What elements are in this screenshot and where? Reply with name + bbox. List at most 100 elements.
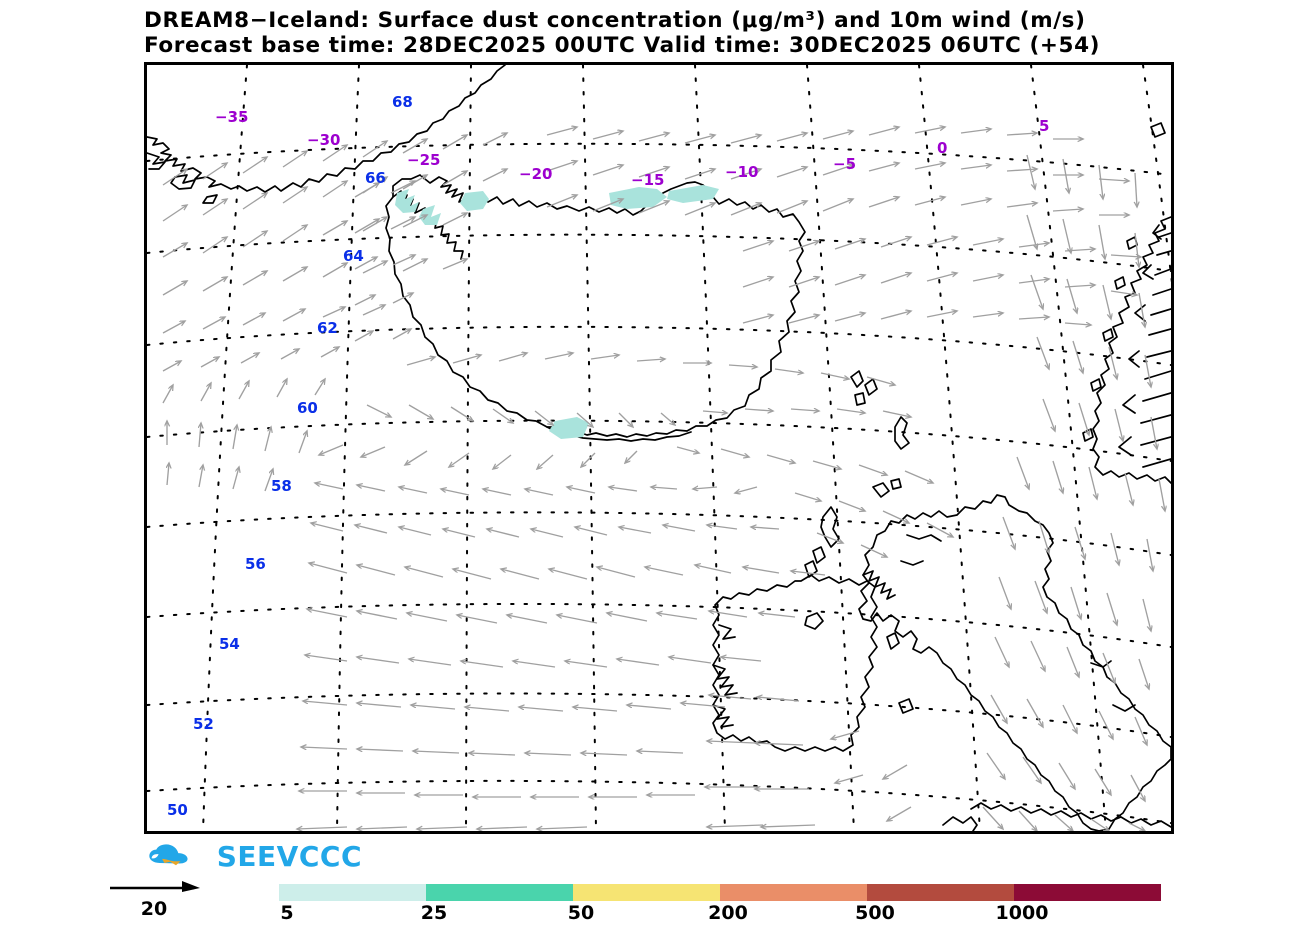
wind-vector-field — [162, 127, 1165, 831]
coastline-isle-of-man — [886, 632, 900, 650]
lon-label-m25: −25 — [407, 151, 440, 169]
wind-northsea-down-6 — [982, 752, 1145, 831]
coastline-france-north — [970, 802, 1171, 828]
wind-northsea-down-3 — [1016, 398, 1165, 511]
wind-row-north-2 — [546, 161, 1129, 181]
seevccc-logo[interactable]: SEEVCCC — [147, 836, 362, 876]
lat-label-66: 66 — [365, 169, 386, 187]
lon-label-m15: −15 — [631, 171, 664, 189]
page-title: DREAM8−Iceland: Surface dust concentrati… — [144, 8, 1284, 58]
colorbar-band-500 — [867, 884, 1014, 901]
colorbar-tick-200: 200 — [708, 902, 748, 924]
lake-lough-neagh — [804, 612, 824, 630]
dust-plume-iceland-n — [460, 191, 489, 211]
colorbar: 5 25 50 200 500 1000 — [279, 884, 1161, 924]
colorbar-band-50 — [573, 884, 720, 901]
cloud-icon — [149, 844, 188, 866]
coastline-norway-fjords — [1118, 224, 1171, 468]
dust-plume-iceland-nw2 — [419, 205, 441, 225]
arrow-icon — [162, 858, 181, 866]
lon-label-m35: −35 — [215, 108, 248, 126]
lon-label-5: 5 — [1039, 117, 1049, 135]
lat-label-52: 52 — [193, 715, 214, 733]
graticule-longitudes — [202, 65, 1171, 831]
coastline-greenland-islet — [202, 194, 218, 204]
longitude-labels: −35 −30 −25 −20 −15 −10 −5 0 5 — [215, 108, 1049, 189]
colorbar-bands — [279, 884, 1161, 901]
wind-scale-reference: 20 — [108, 880, 218, 920]
colorbar-band-5 — [279, 884, 426, 901]
wind-row-nw-7 — [162, 379, 325, 404]
wind-northward-cluster — [167, 421, 307, 492]
wind-row-north-3 — [546, 195, 1129, 215]
wind-row-nw-6 — [162, 347, 339, 372]
lon-label-m10: −10 — [725, 163, 758, 181]
wind-row-nw-4 — [162, 259, 467, 296]
wind-scale-arrow-icon — [110, 881, 200, 892]
dust-plume-iceland-s — [549, 417, 589, 439]
wind-row-south-6 — [299, 791, 695, 797]
wind-row-mid-1 — [406, 353, 895, 385]
graticule-latitudes — [147, 142, 1171, 824]
colorbar-tick-50: 50 — [567, 902, 595, 924]
coastline-english-east — [1090, 660, 1136, 712]
lat-label-62: 62 — [317, 319, 338, 337]
colorbar-band-25 — [426, 884, 573, 901]
wind-row-mid-4 — [315, 483, 953, 537]
wind-approaches — [705, 695, 912, 827]
dust-plume-iceland-nw — [395, 189, 419, 213]
map-canvas[interactable]: 68 66 64 62 60 58 56 54 52 50 −35 −30 −2… — [147, 65, 1171, 831]
title-line-1: DREAM8−Iceland: Surface dust concentrati… — [144, 8, 1086, 33]
lon-label-m30: −30 — [307, 131, 340, 149]
wind-scale-value: 20 — [140, 898, 168, 920]
wind-row-north-1 — [546, 127, 1083, 144]
wind-row-mid-2 — [366, 404, 911, 427]
coastline-islet-ne — [1150, 122, 1166, 138]
coastline-firths — [900, 534, 942, 566]
colorbar-tick-500: 500 — [855, 902, 895, 924]
lat-label-64: 64 — [343, 247, 364, 265]
map-plot-area[interactable]: 68 66 64 62 60 58 56 54 52 50 −35 −30 −2… — [144, 62, 1174, 834]
lat-label-54: 54 — [219, 635, 240, 653]
lon-label-m20: −20 — [519, 165, 552, 183]
wind-denmark-strait — [354, 181, 415, 342]
lat-label-58: 58 — [271, 477, 292, 495]
dust-plume-iceland-ne2 — [667, 185, 719, 203]
coastline-great-britain — [858, 494, 1171, 831]
colorbar-band-1000 — [1014, 884, 1161, 901]
wind-row-north-6 — [742, 311, 1091, 325]
coastline-norway-islands — [1082, 236, 1138, 442]
coastline-norway — [1092, 216, 1171, 484]
coastline-anglesey — [898, 698, 914, 714]
coastline-greenland — [147, 65, 506, 193]
wind-row-south-4 — [303, 701, 726, 712]
logo-wordmark: SEEVCCC — [216, 839, 362, 873]
lon-label-m5: −5 — [833, 155, 856, 173]
coastline-outer-hebrides — [804, 506, 840, 578]
wind-row-south-1 — [309, 563, 826, 580]
coastline-brittany — [942, 816, 978, 831]
colorbar-tick-labels: 5 25 50 200 500 1000 — [279, 901, 1161, 924]
lat-label-56: 56 — [245, 555, 266, 573]
colorbar-tick-1000: 1000 — [995, 902, 1049, 924]
dust-plume-layer — [395, 185, 719, 439]
wind-northsea-down-1 — [1026, 154, 1139, 267]
coastline-greenland-fjord-b — [170, 174, 196, 190]
coastline-scotland-lochs — [862, 570, 896, 600]
wind-row-south-3 — [305, 655, 762, 668]
title-line-2: Forecast base time: 28DEC2025 00UTC Vali… — [144, 33, 1101, 58]
coastline-shetland — [894, 416, 910, 450]
colorbar-band-200 — [720, 884, 867, 901]
lat-label-68: 68 — [392, 93, 413, 111]
wind-row-south-7 — [297, 827, 588, 829]
coastline-ireland-west — [712, 624, 738, 728]
wind-northsea-down-2 — [1030, 274, 1151, 387]
wind-row-nw-5 — [162, 305, 385, 334]
latitude-labels: 68 66 64 62 60 58 56 54 52 50 — [167, 93, 413, 819]
lat-label-60: 60 — [297, 399, 318, 417]
colorbar-tick-25: 25 — [420, 902, 448, 924]
wind-row-mid-5 — [311, 523, 887, 557]
coastline-iceland — [385, 174, 806, 438]
coastline-orkney — [872, 478, 902, 498]
wind-row-south-5 — [301, 747, 684, 755]
